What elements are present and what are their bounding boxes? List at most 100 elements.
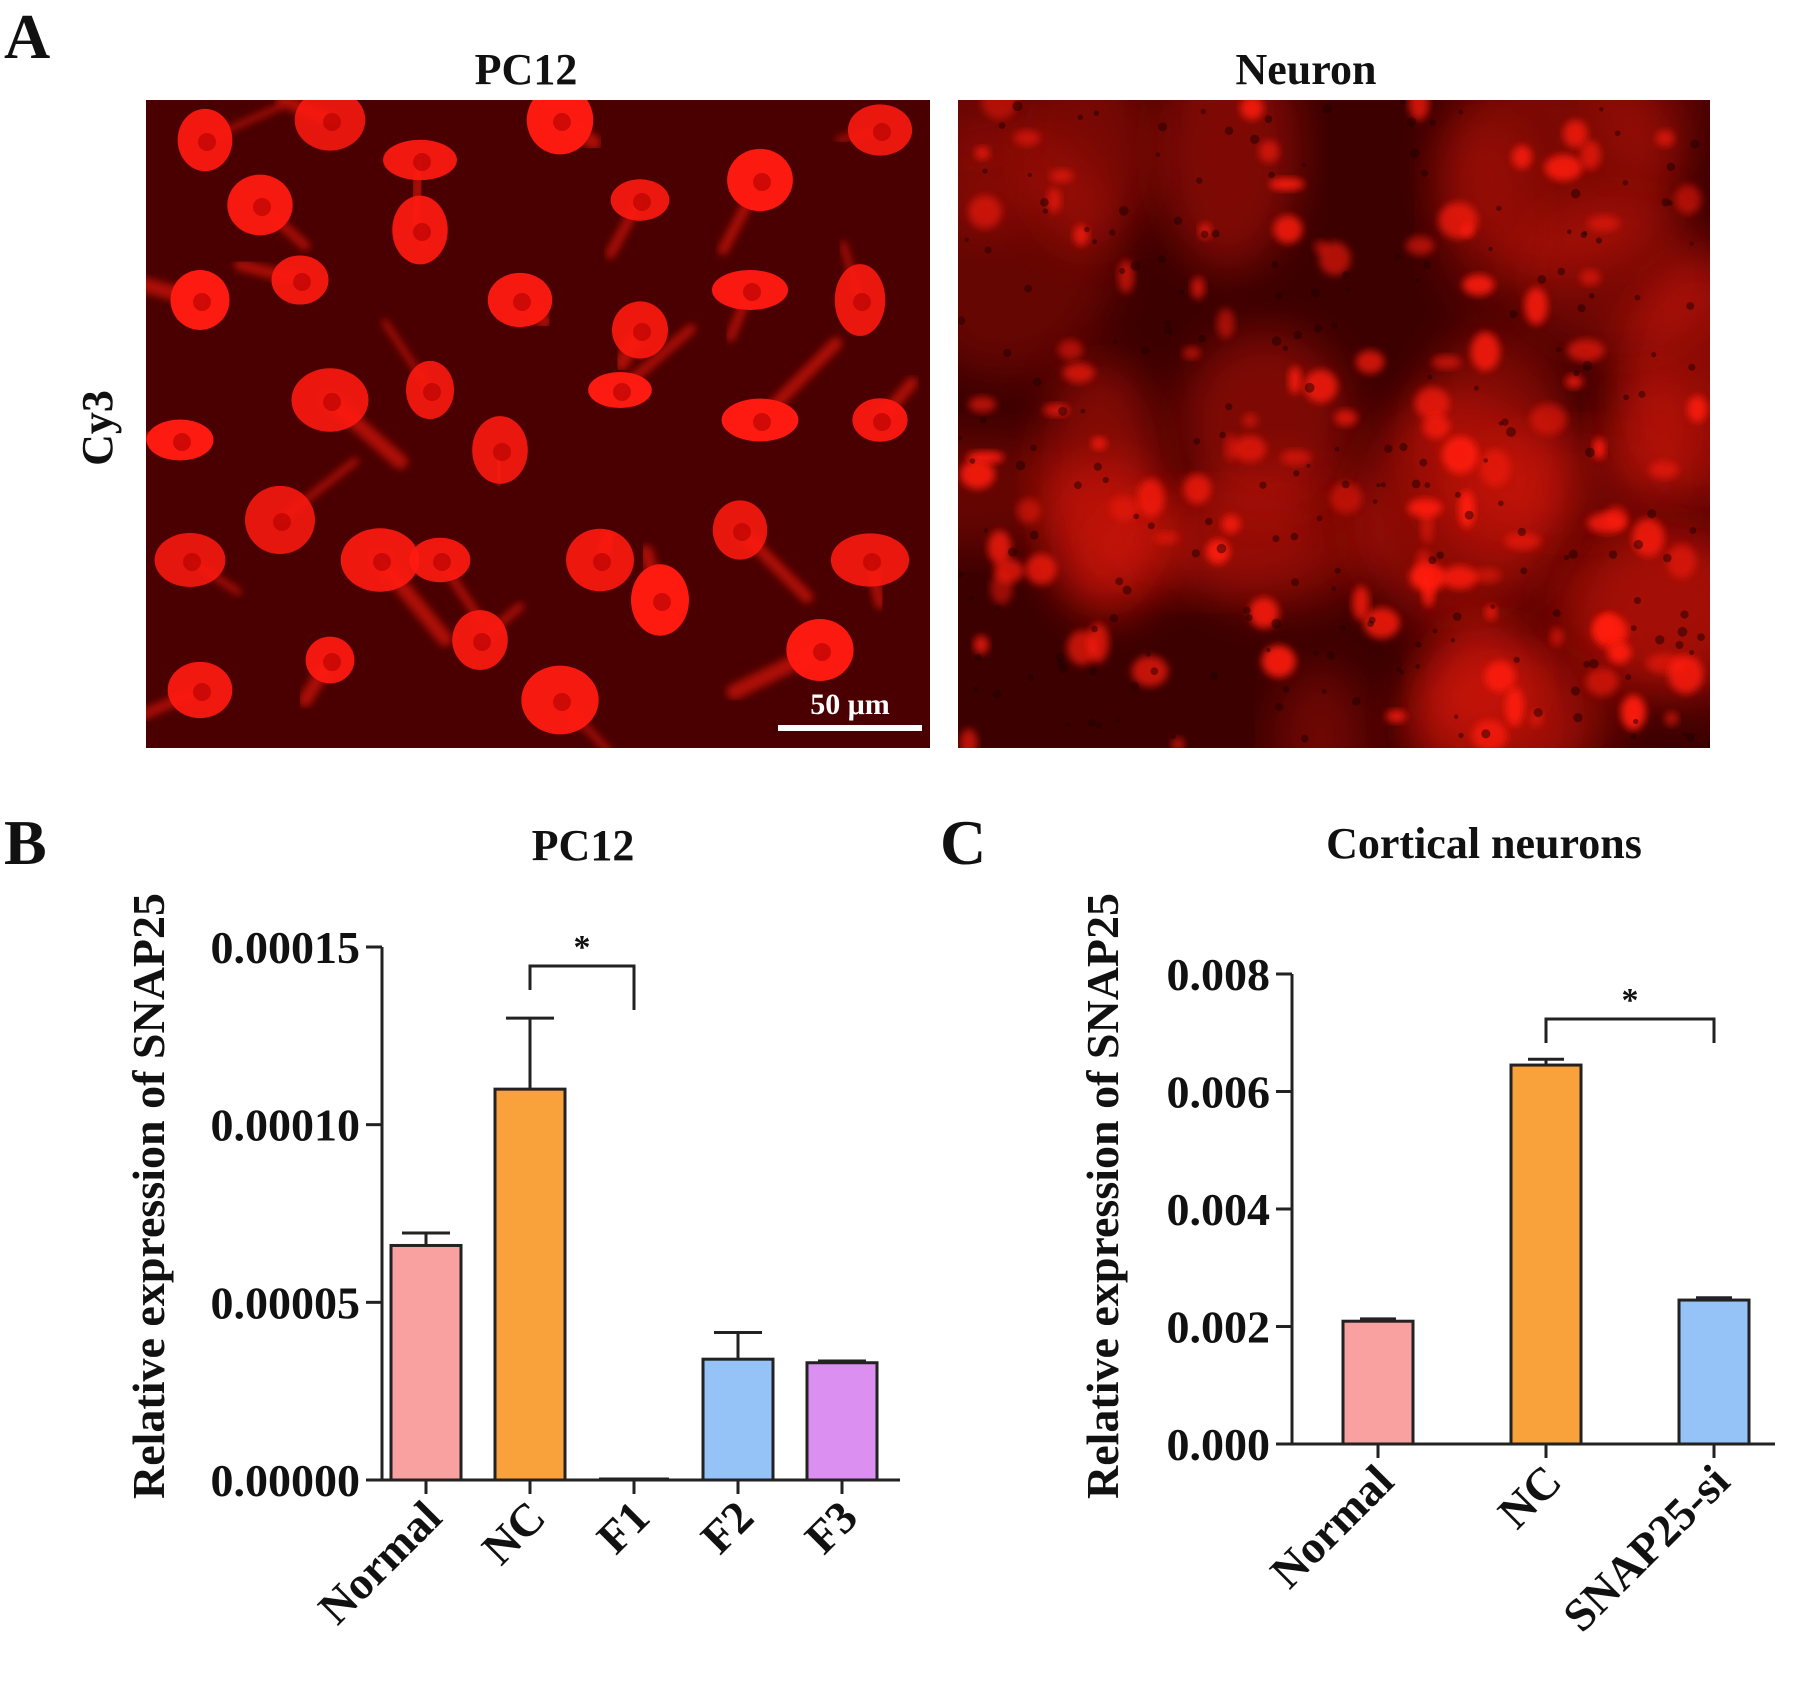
neuron-speckle (1415, 278, 1420, 283)
neuron-cell (1431, 355, 1462, 369)
neuron-speckle (1130, 682, 1140, 691)
panel-c-letter: C (940, 807, 986, 878)
neuron-cell (1586, 668, 1619, 696)
neuron-cell (1109, 496, 1138, 521)
neuron-speckle (1331, 586, 1337, 592)
neuron-speckle (1689, 527, 1697, 534)
neuron-cell (1183, 474, 1212, 504)
neuron-speckle (1666, 162, 1676, 171)
pc12-nucleus (863, 553, 881, 571)
neuron-speckle (1638, 390, 1646, 398)
neuron-speckle (969, 458, 976, 464)
neuron-cell (1016, 498, 1041, 524)
pc12-nucleus (633, 193, 651, 211)
neuron-speckle (1088, 719, 1097, 728)
neuron-speckle (1690, 139, 1700, 149)
neuron-cell (1091, 437, 1107, 450)
neuron-speckle (1321, 688, 1327, 694)
neuron-cell (1224, 434, 1237, 462)
neuron-speckle (1373, 499, 1378, 504)
neuron-speckle (1428, 556, 1437, 565)
pc12-nucleus (873, 413, 891, 431)
neuron-speckle (1058, 406, 1068, 416)
neuron-cell (1664, 711, 1679, 726)
neuron-speckle (1093, 462, 1102, 471)
neuron-speckle (1689, 241, 1694, 246)
neuron-speckle (1304, 382, 1315, 393)
pc12-nucleus (253, 198, 271, 216)
neuron-speckle (1115, 577, 1124, 586)
neuron-speckle (1080, 408, 1086, 414)
y-tick-label: 0.000 (1167, 1419, 1271, 1470)
neuron-speckle (984, 246, 992, 254)
neuron-speckle (1419, 458, 1428, 467)
neuron-speckle (1007, 547, 1017, 557)
neuron-speckle (1588, 293, 1595, 299)
neuron-speckle (1271, 260, 1279, 268)
neuron-cell (1674, 184, 1702, 215)
neuron-cell (966, 451, 1005, 464)
neuron-speckle (1376, 483, 1381, 488)
neuron-speckle (1027, 172, 1032, 178)
neuron-cell (1191, 276, 1206, 300)
x-tick-label: Normal (1260, 1455, 1403, 1598)
neuron-speckle (1608, 550, 1618, 559)
neuron-speckle (1396, 666, 1402, 672)
x-tick-label: NC (1488, 1455, 1571, 1538)
neuron-speckle (1429, 119, 1436, 126)
neuron-cell (1240, 100, 1264, 120)
neuron-speckle (1200, 230, 1209, 239)
neuron-speckle (1415, 641, 1422, 648)
pc12-nucleus (493, 443, 511, 461)
neuron-speckle (1245, 613, 1253, 622)
neuron-speckle (1677, 626, 1688, 637)
pc12-nucleus (743, 283, 761, 301)
neuron-speckle (1483, 458, 1488, 463)
neuron-cell (1280, 450, 1312, 465)
neuron-speckle (969, 596, 974, 601)
neuron-speckle (1088, 667, 1097, 676)
neuron-speckle (1454, 714, 1459, 719)
pc12-nucleus (413, 153, 431, 171)
neuron-speckle (1250, 134, 1260, 145)
pc12-nucleus (873, 123, 891, 141)
pc12-nucleus (613, 383, 631, 401)
neuron-speckle (1513, 656, 1520, 663)
neuron-cell (959, 728, 978, 748)
neuron-cell (1153, 531, 1179, 544)
neuron-speckle (1675, 640, 1684, 650)
y-tick-label: 0.006 (1167, 1067, 1271, 1118)
neuron-cell (1422, 414, 1450, 439)
neuron-cell (968, 396, 997, 413)
neuron-speckle (1196, 177, 1203, 184)
neuron-speckle (1599, 107, 1604, 112)
neuron-speckle (1133, 513, 1140, 520)
neuron-speckle (992, 690, 1002, 699)
neuron-speckle (1582, 361, 1593, 371)
y-tick-label: 0.004 (1167, 1184, 1271, 1235)
neuron-speckle (1224, 126, 1234, 135)
neuron-speckle (1074, 481, 1082, 490)
chart-c-ylabel: Relative expression of SNAP25 (1077, 893, 1128, 1499)
neuron-speckle (1647, 509, 1657, 519)
neuron-speckle (1663, 553, 1672, 563)
neuron-cell (1414, 387, 1450, 420)
neuron-speckle (1570, 686, 1581, 696)
neuron-speckle (958, 436, 963, 441)
micrograph-pc12 (146, 100, 930, 748)
neuron-cell (1330, 482, 1362, 514)
neuron-glow (1434, 117, 1536, 310)
neuron-cell (1288, 366, 1302, 395)
neuron-speckle (1243, 606, 1251, 615)
pc12-nucleus (753, 413, 771, 431)
neuron-speckle (1595, 237, 1603, 244)
neuron-speckle (1623, 394, 1630, 401)
micrograph-title-neuron: Neuron (1236, 45, 1377, 94)
panel-a-letter: A (4, 1, 50, 72)
neuron-speckle (1568, 549, 1578, 559)
significance-bracket (1544, 1017, 1716, 1043)
pc12-nucleus (633, 323, 651, 341)
neuron-speckle (1109, 229, 1116, 236)
neuron-cell (1579, 140, 1601, 170)
neuron-speckle (1633, 596, 1642, 605)
